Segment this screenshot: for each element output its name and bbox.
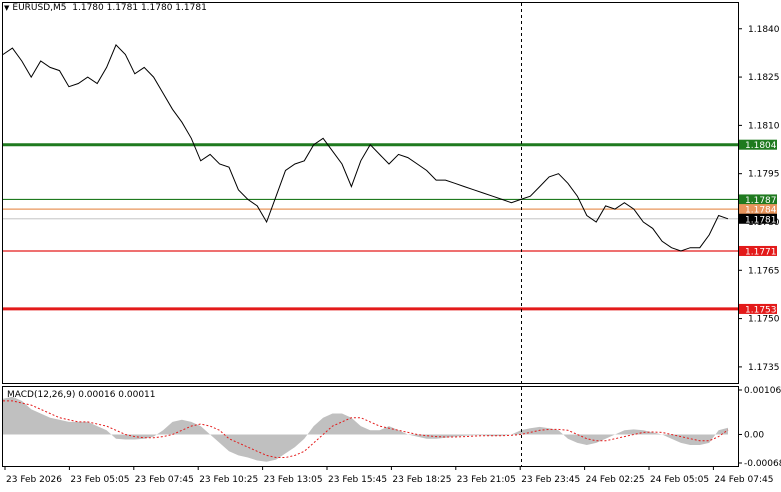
time-tick-label: 23 Feb 21:05 (457, 475, 516, 485)
level-price-tag (739, 194, 777, 205)
macd-histogram (3, 396, 728, 462)
time-tick-label: 24 Feb 05:05 (650, 475, 709, 485)
level-price-tag (739, 204, 777, 215)
level-price-tag (739, 303, 777, 314)
time-tick-label: 23 Feb 05:05 (70, 475, 129, 485)
level-price-label: 1.1804 (745, 141, 777, 151)
symbol-label: EURUSD,M5 (12, 3, 67, 13)
time-tick-label: 23 Feb 2026 (6, 475, 62, 485)
price-tick-label: 1.1750 (748, 315, 780, 325)
macd-pane[interactable] (2, 386, 739, 467)
time-tick-label: 23 Feb 15:45 (328, 475, 387, 485)
level-price-label: 1.1771 (745, 247, 777, 257)
level-price-tag (739, 213, 777, 224)
macd-tick-label: 0.00106 (744, 386, 781, 396)
level-price-tag (739, 139, 777, 150)
level-price-label: 1.1781 (745, 215, 777, 225)
price-tick-label: 1.1840 (748, 25, 780, 35)
price-tick-label: 1.1735 (748, 363, 780, 373)
price-tick-label: 1.1810 (748, 121, 780, 131)
macd-indicator-label: MACD(12,26,9) 0.00016 0.00011 (7, 390, 156, 400)
time-tick-label: 23 Feb 18:25 (392, 475, 451, 485)
price-tick-label: 1.1765 (748, 266, 780, 276)
time-tick-label: 23 Feb 07:45 (135, 475, 194, 485)
dropdown-triangle-icon[interactable]: ▼ (4, 4, 10, 12)
time-tick-label: 24 Feb 02:25 (586, 475, 645, 485)
level-price-label: 1.1784 (745, 206, 777, 216)
chart-header: ▼ EURUSD,M5 1.1780 1.1781 1.1780 1.1781 (4, 3, 207, 13)
time-tick-label: 23 Feb 23:45 (521, 475, 580, 485)
level-price-label: 1.1787 (745, 196, 777, 206)
price-tick-label: 1.1795 (748, 170, 780, 180)
macd-tick-label: -0.00068 (744, 459, 781, 469)
ohlc-values: 1.1780 1.1781 1.1780 1.1781 (72, 3, 207, 13)
price-series-line (2, 44, 729, 252)
price-pane[interactable] (2, 2, 739, 384)
macd-signal-line (3, 400, 729, 458)
time-tick-label: 23 Feb 13:05 (264, 475, 323, 485)
time-tick-label: 23 Feb 10:25 (199, 475, 258, 485)
time-tick-label: 24 Feb 07:45 (714, 475, 773, 485)
macd-tick-label: 0.00 (744, 430, 764, 440)
level-price-label: 1.1753 (745, 305, 777, 315)
level-price-tag (739, 245, 777, 256)
price-tick-label: 1.1825 (748, 73, 780, 83)
